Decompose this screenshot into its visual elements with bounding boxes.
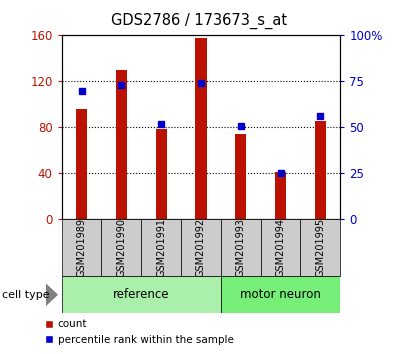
Bar: [261, 219, 300, 276]
Polygon shape: [46, 284, 57, 305]
Bar: [141, 219, 181, 276]
Bar: [221, 276, 340, 313]
Text: GDS2786 / 173673_s_at: GDS2786 / 173673_s_at: [111, 12, 287, 29]
Bar: [156, 129, 167, 219]
Text: GSM201991: GSM201991: [156, 218, 166, 277]
Text: reference: reference: [113, 288, 170, 301]
Bar: [275, 172, 286, 219]
Bar: [221, 219, 261, 276]
Bar: [195, 38, 207, 219]
Text: GSM201992: GSM201992: [196, 218, 206, 278]
Text: GSM201989: GSM201989: [76, 218, 87, 277]
Bar: [76, 109, 87, 219]
Bar: [62, 276, 221, 313]
Bar: [235, 134, 246, 219]
Bar: [300, 219, 340, 276]
Bar: [62, 219, 101, 276]
Text: GSM201994: GSM201994: [275, 218, 286, 277]
Text: GSM201990: GSM201990: [116, 218, 127, 277]
Bar: [116, 70, 127, 219]
Legend: count, percentile rank within the sample: count, percentile rank within the sample: [41, 315, 238, 349]
Bar: [315, 120, 326, 219]
Bar: [181, 219, 221, 276]
Text: motor neuron: motor neuron: [240, 288, 321, 301]
Text: GSM201993: GSM201993: [236, 218, 246, 277]
Bar: [101, 219, 141, 276]
Text: GSM201995: GSM201995: [315, 218, 326, 278]
Text: cell type: cell type: [2, 290, 50, 300]
